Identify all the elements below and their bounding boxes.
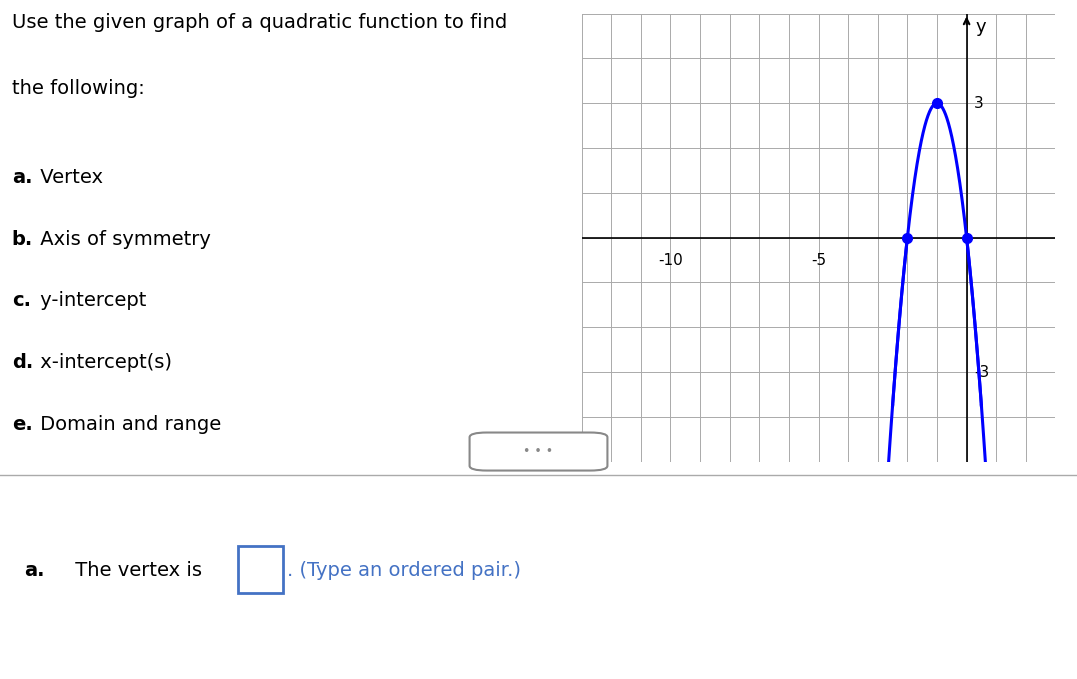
Text: x-intercept(s): x-intercept(s) (34, 353, 172, 372)
Text: y-intercept: y-intercept (34, 291, 146, 310)
Text: y: y (976, 18, 987, 36)
Text: -5: -5 (811, 253, 826, 268)
Text: d.: d. (12, 353, 33, 372)
Text: a.: a. (24, 561, 45, 580)
Text: Domain and range: Domain and range (34, 415, 222, 434)
FancyBboxPatch shape (470, 433, 607, 471)
Text: . (Type an ordered pair.): . (Type an ordered pair.) (286, 561, 521, 580)
Text: 3: 3 (974, 96, 983, 111)
Text: Use the given graph of a quadratic function to find: Use the given graph of a quadratic funct… (12, 13, 507, 32)
Text: c.: c. (12, 291, 31, 310)
Text: -10: -10 (658, 253, 683, 268)
Text: Axis of symmetry: Axis of symmetry (34, 230, 211, 249)
Text: b.: b. (12, 230, 33, 249)
Text: The vertex is: The vertex is (69, 561, 201, 580)
FancyBboxPatch shape (238, 546, 282, 593)
Text: Vertex: Vertex (34, 168, 103, 187)
Text: e.: e. (12, 415, 32, 434)
Text: a.: a. (12, 168, 32, 187)
Text: -3: -3 (974, 365, 990, 380)
Text: the following:: the following: (12, 79, 144, 98)
Text: • • •: • • • (523, 445, 554, 458)
